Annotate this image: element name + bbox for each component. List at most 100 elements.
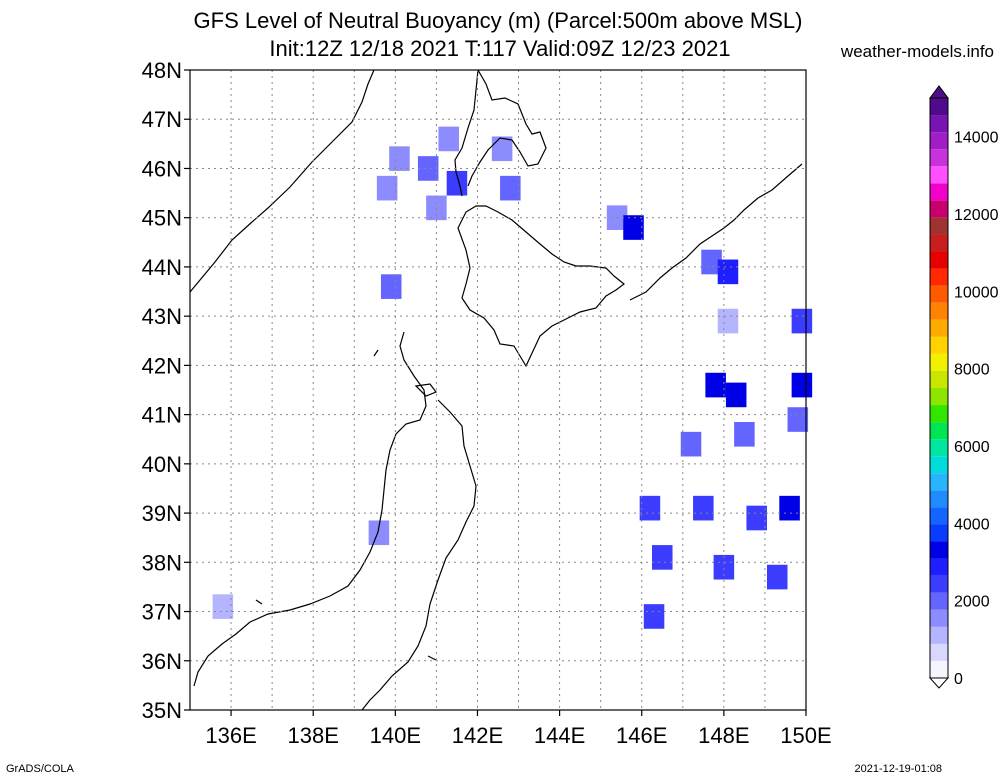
- lat-label: 38N: [142, 550, 182, 575]
- colorbar-segment: [930, 592, 948, 610]
- longitude-labels: 136E 138E 140E 142E 144E 146E 148E 150E: [205, 710, 832, 748]
- colorbar-segment: [930, 98, 948, 116]
- colorbar-segment: [930, 302, 948, 320]
- colorbar-segment: [930, 626, 948, 644]
- colorbar-segment: [930, 473, 948, 491]
- buoyancy-cell-28: [766, 564, 788, 590]
- buoyancy-cell-22: [693, 495, 714, 521]
- footer-software: GrADS/COLA: [6, 763, 74, 775]
- buoyancy-cell-10: [380, 274, 402, 299]
- lon-label: 146E: [616, 723, 667, 748]
- colorbar-segment: [930, 643, 948, 661]
- buoyancy-cell-9: [623, 215, 644, 240]
- lat-label: 42N: [142, 353, 182, 378]
- lon-label: 140E: [370, 723, 421, 748]
- colorbar-segment: [930, 149, 948, 167]
- chart-title-line-1: GFS Level of Neutral Buoyancy (m) (Parce…: [193, 8, 803, 33]
- colorbar-frame: [929, 97, 949, 679]
- lon-label: 142E: [452, 723, 503, 748]
- lat-label: 47N: [142, 107, 182, 132]
- map-frame: [189, 69, 807, 711]
- colorbar-segment: [930, 132, 948, 150]
- lat-label: 37N: [142, 600, 182, 625]
- coastline-hokkaido: [457, 205, 625, 368]
- lat-label: 48N: [142, 58, 182, 83]
- lon-label: 136E: [205, 723, 256, 748]
- colorbar-label: 4000: [954, 516, 990, 533]
- site-credit[interactable]: weather-models.info: [840, 42, 994, 61]
- colorbar-segment: [930, 439, 948, 457]
- buoyancy-cell-27: [713, 554, 735, 580]
- lat-label: 36N: [142, 649, 182, 674]
- coastline-small-islands: [255, 349, 437, 661]
- lon-label: 148E: [698, 723, 749, 748]
- chart-title-line-2: Init:12Z 12/18 2021 T:117 Valid:09Z 12/2…: [269, 36, 731, 61]
- lat-label: 39N: [142, 501, 182, 526]
- buoyancy-cell-12: [717, 259, 739, 285]
- colorbar-segment: [930, 166, 948, 184]
- coastline-sakhalin: [454, 69, 547, 197]
- buoyancy-cell-3: [446, 170, 468, 196]
- colorbar-segment: [930, 370, 948, 388]
- colorbar-segment: [930, 422, 948, 440]
- grid-lines: [190, 70, 806, 710]
- buoyancy-cell-14: [791, 308, 813, 334]
- buoyancy-cell-26: [652, 545, 673, 570]
- lon-label: 150E: [780, 723, 831, 748]
- coastline-mainland: [189, 69, 375, 293]
- buoyancy-cell-30: [212, 594, 234, 619]
- buoyancy-cell-24: [779, 495, 800, 521]
- buoyancy-cell-19: [787, 407, 809, 432]
- colorbar-segment: [930, 388, 948, 406]
- colorbar: 14000 12000 10000 8000 6000 4000 2000 0: [928, 85, 999, 689]
- colorbar-segment: [930, 456, 948, 474]
- buoyancy-cell-2: [417, 156, 439, 181]
- colorbar-segment: [930, 660, 948, 678]
- colorbar-segment: [930, 234, 948, 252]
- colorbar-segment: [930, 200, 948, 218]
- colorbar-top-arrow: [929, 85, 949, 99]
- colorbar-segment: [930, 541, 948, 559]
- colorbar-segment: [930, 285, 948, 303]
- coastline-kurils: [629, 163, 803, 301]
- buoyancy-cell-17: [791, 372, 813, 398]
- buoyancy-cell-6: [426, 195, 447, 221]
- buoyancy-cell-25: [368, 520, 390, 546]
- colorbar-label: 2000: [954, 594, 990, 611]
- lon-label: 144E: [534, 723, 585, 748]
- lat-label: 35N: [142, 698, 182, 723]
- colorbar-segment: [930, 575, 948, 593]
- colorbar-segment: [930, 609, 948, 627]
- lat-label: 44N: [142, 255, 182, 280]
- lat-label: 45N: [142, 206, 182, 231]
- lon-label: 138E: [288, 723, 339, 748]
- buoyancy-cell-4: [376, 175, 398, 201]
- buoyancy-cells: [212, 126, 813, 629]
- buoyancy-cell-1: [389, 146, 410, 171]
- colorbar-segment: [930, 217, 948, 235]
- colorbar-segment: [930, 353, 948, 371]
- colorbar-segment: [930, 115, 948, 133]
- lat-label: 43N: [142, 304, 182, 329]
- buoyancy-cell-5: [500, 175, 521, 201]
- coastlines: [189, 69, 803, 711]
- colorbar-bottom-arrow: [928, 677, 950, 689]
- colorbar-segment: [930, 490, 948, 508]
- colorbar-segment: [930, 507, 948, 525]
- colorbar-label: 6000: [954, 439, 990, 456]
- buoyancy-cell-18: [734, 422, 755, 447]
- footer-timestamp: 2021-12-19-01:08: [854, 763, 942, 775]
- buoyancy-cell-13: [717, 308, 739, 334]
- colorbar-segment: [930, 183, 948, 201]
- buoyancy-cell-15: [705, 372, 726, 398]
- buoyancy-cell-16: [725, 382, 747, 408]
- buoyancy-cell-11: [701, 249, 722, 275]
- colorbar-label: 12000: [954, 207, 999, 224]
- buoyancy-cell-23: [746, 505, 767, 531]
- colorbar-segment: [930, 268, 948, 286]
- colorbar-segment: [930, 336, 948, 354]
- buoyancy-cell-7: [491, 136, 513, 162]
- latitude-labels: 48N 47N 46N 45N 44N 43N 42N 41N 40N 39N 38N 37N 36N 3…: [142, 58, 190, 723]
- buoyancy-cell-20: [680, 431, 702, 457]
